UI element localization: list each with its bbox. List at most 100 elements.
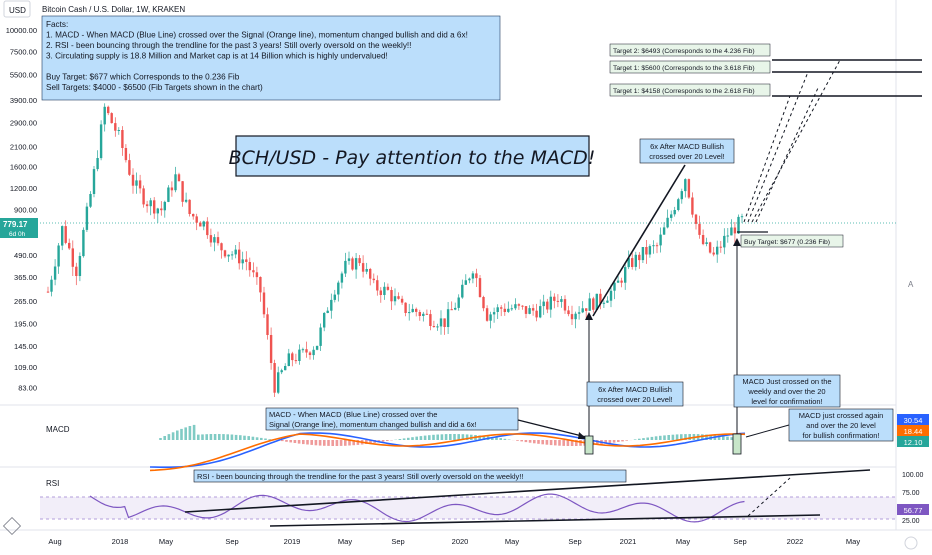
- macd-histogram-bar: [340, 440, 343, 446]
- six-x-top-line2: crossed over 20 Level!: [649, 152, 724, 161]
- macd-histogram-bar: [235, 435, 238, 440]
- candle-body: [397, 296, 399, 299]
- candle-body: [376, 280, 378, 290]
- macd-histogram-bar: [403, 438, 406, 440]
- candle-body: [259, 277, 261, 292]
- candle-body: [737, 217, 739, 234]
- macd-histogram-bar: [646, 438, 649, 441]
- facts-line: 1. MACD - When MACD (Blue Line) crossed …: [46, 31, 468, 40]
- macd-histogram-bar: [239, 435, 242, 440]
- candle-body: [210, 235, 212, 242]
- candle-body: [500, 307, 502, 308]
- candle-body: [104, 107, 106, 125]
- candle-body: [617, 281, 619, 283]
- signal-value: 18.44: [904, 427, 923, 436]
- candle-body: [468, 279, 470, 281]
- candle-body: [511, 308, 513, 309]
- candle-body: [224, 250, 226, 256]
- candle-body: [670, 214, 672, 218]
- macd-histogram-bar: [306, 440, 309, 445]
- time-tick-label: 2019: [284, 537, 301, 546]
- candle-body: [302, 349, 304, 350]
- candle-body: [394, 296, 396, 301]
- candle-body: [348, 258, 350, 261]
- candle-body: [631, 258, 633, 267]
- candle-body: [677, 199, 679, 210]
- target1b-label: Target 1: $4158 (Corresponds to the 2.61…: [613, 88, 755, 95]
- candle-body: [656, 245, 658, 246]
- rsi-note-text: RSI - been bouncing through the trendlin…: [197, 472, 523, 481]
- macd-histogram-bar: [193, 425, 196, 440]
- macd-histogram-bar: [428, 435, 431, 440]
- candle-body: [139, 180, 141, 188]
- candle-body: [433, 326, 435, 327]
- macd-histogram-bar: [231, 435, 234, 441]
- macd-histogram-bar: [197, 435, 200, 440]
- candle-body: [107, 107, 109, 113]
- macd-histogram-bar: [201, 434, 204, 440]
- candle-body: [47, 292, 49, 293]
- currency-badge-label: USD: [9, 6, 26, 15]
- candle-body: [362, 263, 364, 272]
- rsi-tick-25: 25.00: [902, 518, 920, 525]
- macd-histogram-bar: [609, 440, 612, 443]
- candle-body: [114, 123, 116, 131]
- candle-body: [610, 291, 612, 301]
- candle-body: [426, 314, 428, 315]
- candle-body: [284, 366, 286, 370]
- candle-body: [387, 287, 389, 290]
- six-x-bottom-line2: crossed over 20 Level!: [597, 395, 672, 404]
- candle-body: [472, 273, 474, 278]
- candle-body: [50, 280, 52, 292]
- price-tick-label: 490.00: [14, 251, 37, 260]
- candle-body: [684, 179, 686, 191]
- macd-histogram-bar: [289, 440, 292, 442]
- candle-body: [645, 247, 647, 255]
- macd-histogram-bar: [655, 436, 658, 440]
- candle-body: [716, 247, 718, 255]
- candle-body: [157, 209, 159, 214]
- candle-body: [344, 261, 346, 274]
- time-tick-label: Sep: [568, 537, 581, 546]
- candle-body: [252, 270, 254, 272]
- candle-body: [550, 297, 552, 310]
- macd-histogram-bar: [294, 440, 297, 443]
- macd-histogram-bar: [533, 440, 536, 443]
- price-tick-label: 195.00: [14, 320, 37, 329]
- macd-histogram-bar: [310, 440, 313, 445]
- candle-body: [245, 259, 247, 262]
- candle-body: [153, 200, 155, 213]
- candle-body: [128, 160, 130, 175]
- buy-target-label: Buy Target: $677 (0.236 Fib): [744, 239, 830, 246]
- candle-body: [316, 346, 318, 350]
- macd-histogram-bar: [222, 434, 225, 440]
- candle-body: [319, 328, 321, 346]
- candle-body: [150, 200, 152, 206]
- time-tick-label: Sep: [391, 537, 404, 546]
- time-tick-label: Aug: [48, 537, 61, 546]
- candle-body: [642, 247, 644, 260]
- candle-body: [574, 314, 576, 320]
- candle-body: [312, 350, 314, 355]
- auto-scale-button[interactable]: A: [908, 280, 914, 289]
- price-tick-label: 2100.00: [10, 142, 37, 151]
- macd-histogram-bar: [298, 440, 301, 444]
- six-x-top-line1: 6x After MACD Bullish: [650, 142, 724, 151]
- macd-histogram-bar: [331, 440, 334, 446]
- macd-histogram-bar: [218, 434, 221, 440]
- settings-button[interactable]: [905, 537, 917, 549]
- candle-body: [174, 174, 176, 190]
- candle-body: [504, 309, 506, 312]
- macd-histogram-bar: [176, 431, 179, 441]
- candle-body: [188, 200, 190, 214]
- macd-histogram-bar: [554, 440, 557, 445]
- macd-histogram-bar: [180, 429, 183, 440]
- candle-body: [231, 254, 233, 255]
- target2-label: Target 2: $6493 (Corresponds to the 4.23…: [613, 48, 755, 55]
- candle-body: [330, 300, 332, 311]
- candle-body: [273, 363, 275, 393]
- candle-body: [454, 308, 456, 310]
- macd-histogram-bar: [159, 438, 162, 440]
- candle-body: [305, 349, 307, 352]
